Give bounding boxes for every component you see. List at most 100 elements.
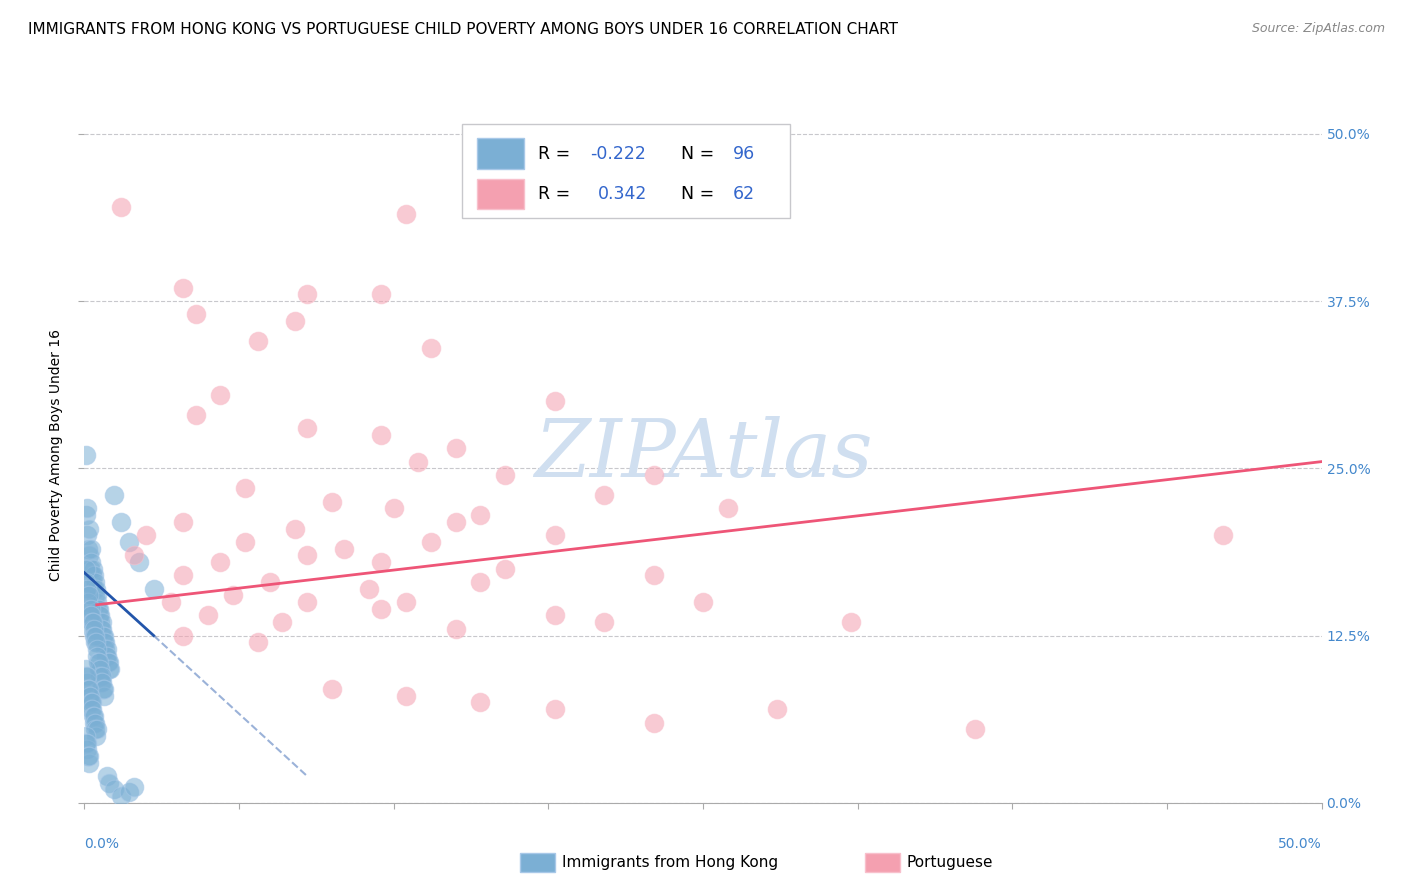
Point <box>75 662 97 676</box>
Point <box>419 534 441 549</box>
Point <box>77 541 100 556</box>
Point <box>184 408 207 422</box>
Point <box>86 589 108 603</box>
Point <box>80 702 103 716</box>
Point <box>209 387 232 401</box>
Point <box>83 715 105 730</box>
Point <box>295 595 318 609</box>
Text: 62: 62 <box>733 185 755 203</box>
Point <box>370 601 392 615</box>
Point <box>295 548 318 563</box>
Point <box>96 769 118 783</box>
Point <box>84 729 107 743</box>
Point <box>246 334 269 348</box>
Point <box>79 521 101 535</box>
Point <box>82 622 104 636</box>
Point <box>83 708 105 723</box>
Point <box>83 622 105 636</box>
Text: Immigrants from Hong Kong: Immigrants from Hong Kong <box>562 855 779 870</box>
Point <box>80 555 103 569</box>
Point <box>91 622 114 636</box>
Point <box>82 562 104 576</box>
Point <box>1212 528 1234 542</box>
Point <box>593 488 616 502</box>
Point <box>77 681 100 696</box>
Point <box>89 608 111 623</box>
Point <box>90 615 112 630</box>
Y-axis label: Child Poverty Among Boys Under 16: Child Poverty Among Boys Under 16 <box>49 329 63 581</box>
Point <box>184 307 207 321</box>
Point <box>333 541 356 556</box>
Text: 0.342: 0.342 <box>598 185 647 203</box>
Point <box>80 615 103 630</box>
Point <box>97 662 120 676</box>
Text: 96: 96 <box>733 145 755 162</box>
Point <box>79 749 101 764</box>
Point <box>82 702 104 716</box>
Point <box>643 568 665 582</box>
Point <box>76 669 98 683</box>
Point <box>98 775 121 790</box>
Point <box>80 608 103 623</box>
Point <box>94 648 117 663</box>
Point <box>89 662 111 676</box>
Text: IMMIGRANTS FROM HONG KONG VS PORTUGUESE CHILD POVERTY AMONG BOYS UNDER 16 CORREL: IMMIGRANTS FROM HONG KONG VS PORTUGUESE … <box>28 22 898 37</box>
Point <box>76 582 98 596</box>
Bar <box>477 138 523 169</box>
Point <box>83 589 105 603</box>
Text: ZIPAtlas: ZIPAtlas <box>534 417 872 493</box>
Point <box>76 501 98 516</box>
Point <box>295 421 318 435</box>
Point <box>79 696 101 710</box>
Point <box>86 723 108 737</box>
Text: -0.222: -0.222 <box>591 145 647 162</box>
Point <box>75 735 97 749</box>
Point <box>110 789 132 803</box>
Point <box>86 595 108 609</box>
Point <box>93 628 115 642</box>
Point <box>91 681 114 696</box>
Point <box>259 574 281 589</box>
Point <box>87 662 110 676</box>
Point <box>96 642 118 657</box>
Point <box>83 635 105 649</box>
Point <box>122 548 145 563</box>
Point <box>494 467 516 482</box>
Point <box>444 442 467 455</box>
Point <box>83 715 105 730</box>
Point <box>103 488 125 502</box>
Point <box>75 729 97 743</box>
Point <box>419 341 441 355</box>
Point <box>172 515 194 529</box>
Point <box>543 528 565 542</box>
Point <box>84 635 107 649</box>
Point <box>87 601 110 615</box>
Point <box>543 702 565 716</box>
Point <box>75 669 97 683</box>
Point <box>93 635 115 649</box>
Point <box>97 655 120 669</box>
Point <box>87 655 110 669</box>
Point <box>295 287 318 301</box>
Point <box>89 669 111 683</box>
Point <box>135 528 157 542</box>
FancyBboxPatch shape <box>461 124 790 219</box>
Point <box>321 681 343 696</box>
Text: Source: ZipAtlas.com: Source: ZipAtlas.com <box>1251 22 1385 36</box>
Point <box>90 669 112 683</box>
Point <box>77 595 100 609</box>
Point <box>75 508 97 523</box>
Point <box>75 562 97 576</box>
Point <box>271 615 294 630</box>
Point <box>93 689 115 703</box>
Point <box>82 708 104 723</box>
Point <box>370 555 392 569</box>
Point <box>82 615 104 630</box>
Point <box>77 548 100 563</box>
Point <box>84 574 107 589</box>
Point <box>89 615 111 630</box>
Point <box>79 689 101 703</box>
Point <box>77 601 100 615</box>
Point <box>233 534 256 549</box>
Point <box>89 601 111 615</box>
